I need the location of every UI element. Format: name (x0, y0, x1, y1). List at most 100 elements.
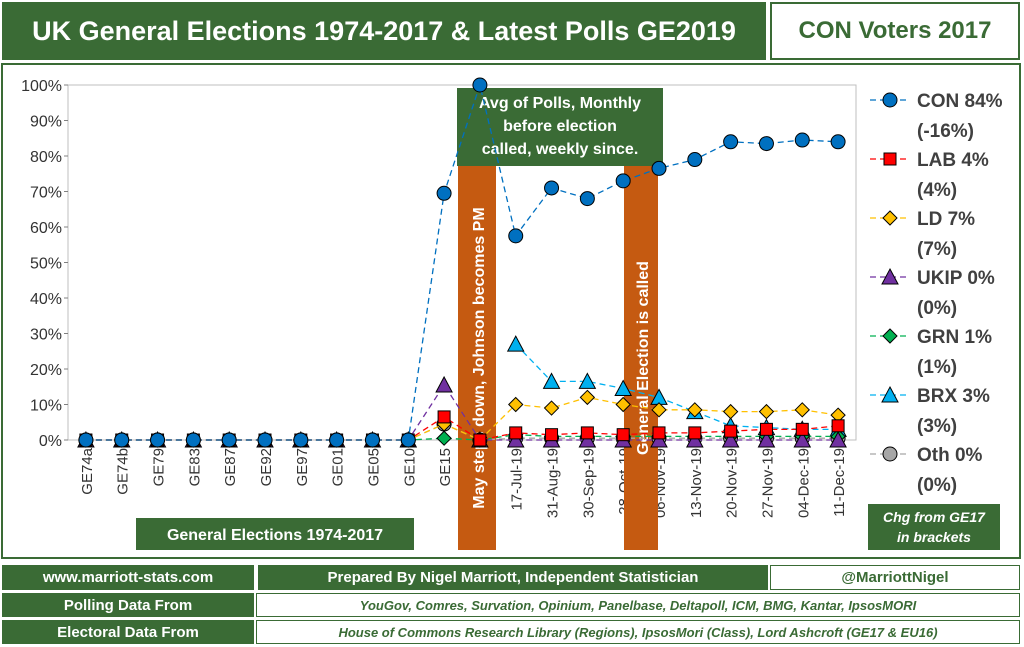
x-tick-label: 31-Aug-19 (545, 448, 562, 518)
legend-marker (881, 385, 899, 403)
data-point (616, 428, 630, 442)
ge-label-box: General Elections 1974-2017 (136, 518, 414, 550)
legend-change: (-16%) (917, 121, 974, 142)
series-line (85, 82, 839, 441)
x-tick-label: GE83 (186, 448, 203, 486)
data-point (651, 160, 667, 176)
x-tick-label: GE74b (115, 448, 132, 495)
data-point (650, 430, 668, 448)
legend-marker (883, 152, 897, 166)
legend-change: (7%) (917, 239, 957, 260)
data-point (687, 402, 703, 418)
ge-bar-text: General Election is called (635, 261, 652, 455)
data-point (829, 430, 847, 448)
series-con (78, 77, 846, 448)
data-point (436, 430, 452, 446)
data-point (185, 432, 201, 448)
data-point (508, 396, 524, 413)
legend-item-brx: BRX 3% (3%) (870, 385, 990, 437)
data-point (364, 432, 380, 448)
y-tick-label: 60% (30, 220, 62, 237)
legend-item-ld: LD 7% (7%) (870, 209, 975, 260)
y-tick-label: 80% (30, 149, 62, 166)
chg-note-box: Chg from GE17 in brackets (868, 504, 1000, 550)
data-point (436, 185, 452, 201)
y-tick-label: 30% (30, 327, 62, 344)
data-point (831, 419, 845, 433)
data-point (293, 432, 309, 448)
data-point (652, 426, 666, 440)
data-point (400, 432, 416, 448)
data-point (579, 191, 595, 207)
legend-marker (882, 446, 898, 462)
legend-change: (4%) (917, 180, 957, 201)
legend-item-grn: GRN 1% (1%) (870, 327, 992, 378)
x-tick-label: GE74a (79, 447, 96, 494)
x-tick-label: 11-Dec-19 (831, 448, 848, 517)
x-tick-label: 04-Dec-19 (795, 448, 812, 518)
data-point (795, 422, 809, 436)
data-point (472, 77, 488, 93)
data-point (830, 134, 846, 150)
may-bar-bg (458, 166, 496, 550)
x-tick-label: GE01 (330, 448, 347, 486)
chart-title: UK General Elections 1974-2017 & Latest … (2, 2, 766, 60)
y-tick-label: 90% (30, 114, 62, 131)
data-point (758, 136, 774, 152)
electoral-label: Electoral Data From (2, 620, 254, 644)
avg-box-line: called, weekly since. (482, 141, 639, 158)
data-point (579, 389, 596, 406)
data-point (723, 134, 739, 150)
data-point (509, 426, 523, 440)
x-tick-label: GE92 (258, 448, 275, 486)
legend-change: (0%) (917, 298, 957, 319)
chg-note-bg (868, 504, 1000, 550)
avg-polls-box: Avg of Polls, Monthly before election call… (457, 88, 663, 166)
x-tick-label: 13-Nov-19 (688, 448, 705, 518)
x-tick-label: GE05 (365, 448, 382, 486)
x-tick-label: GE15 (437, 448, 454, 486)
data-point (651, 402, 667, 418)
legend-marker (882, 92, 898, 108)
legend-label: Oth 0% (917, 445, 983, 466)
data-point (437, 410, 451, 424)
series-line (515, 343, 839, 431)
data-point (508, 228, 524, 244)
data-point (542, 372, 561, 389)
data-point (578, 430, 597, 448)
legend-change: (3%) (917, 416, 957, 437)
data-point (221, 432, 237, 448)
y-tick-label: 0% (39, 433, 62, 450)
data-point (758, 403, 775, 420)
x-tick-label: GE97 (294, 448, 311, 486)
polling-label: Polling Data From (2, 593, 254, 617)
data-point (793, 430, 812, 448)
ge-bar-bg (624, 166, 658, 550)
y-tick-label: 70% (30, 185, 62, 202)
election-chart: 0% 10% 20% 30% 40% 50% 60% 70% 80% 90% 100% GE74a GE… (1, 63, 1021, 559)
legend-label: GRN 1% (917, 327, 992, 348)
legend-label: LD 7% (917, 209, 975, 230)
twitter-handle[interactable]: @MarriottNigel (770, 565, 1020, 590)
x-tick-label: 30-Sep-19 (580, 448, 597, 518)
legend-marker (881, 267, 899, 285)
may-annotation-bar: May steps down, Johnson becomes PM (458, 166, 496, 550)
polling-sources: YouGov, Comres, Survation, Opinium, Pane… (256, 593, 1020, 617)
data-point (114, 432, 130, 448)
data-point (615, 173, 631, 189)
ge-label-bg (136, 518, 414, 550)
data-point (724, 424, 738, 438)
legend-label: CON 84% (917, 91, 1003, 112)
legend-change: (1%) (917, 357, 957, 378)
legend-label: BRX 3% (917, 386, 990, 407)
y-tick-label: 40% (30, 291, 62, 308)
data-point (794, 132, 810, 148)
website-link[interactable]: www.marriott-stats.com (2, 565, 254, 590)
data-point (759, 422, 773, 436)
x-tick-label: GE87 (222, 448, 239, 486)
data-point (150, 432, 166, 448)
data-point (688, 426, 702, 440)
legend-item-lab: LAB 4% (4%) (870, 150, 989, 201)
ge-called-annotation-bar: General Election is called (624, 166, 658, 550)
legend-label: UKIP 0% (917, 268, 995, 289)
